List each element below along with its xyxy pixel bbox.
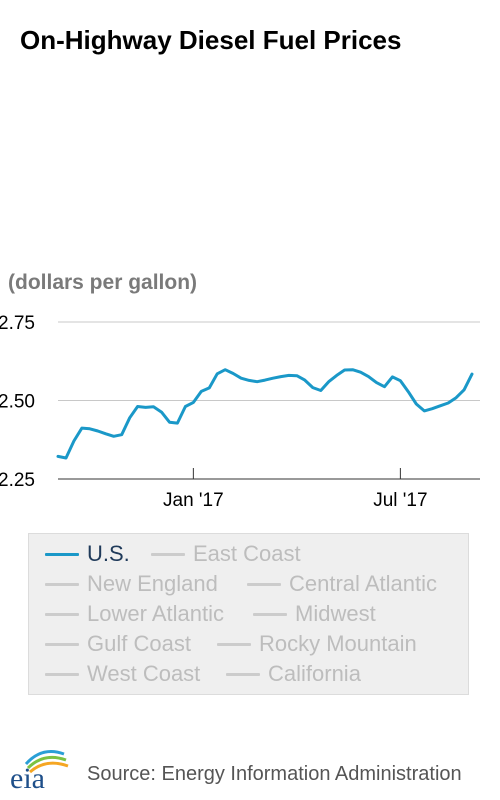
legend-swatch	[151, 552, 185, 556]
legend-item-california[interactable]: California	[226, 659, 361, 689]
legend-item-u-s[interactable]: U.S.	[45, 539, 130, 569]
tick-labels: 2.25 2.50 2.75 Jan '17 Jul '17	[0, 313, 428, 511]
legend-swatch	[253, 612, 287, 616]
legend-label: U.S.	[87, 541, 130, 566]
svg-text:eia: eia	[10, 762, 45, 794]
legend-item-east-coast[interactable]: East Coast	[151, 539, 301, 569]
legend-item-rocky-mountain[interactable]: Rocky Mountain	[217, 629, 417, 659]
legend-label: New England	[87, 571, 218, 596]
legend: U.S. East Coast New England Central Atlanti…	[28, 533, 469, 695]
legend-item-gulf-coast[interactable]: Gulf Coast	[45, 629, 191, 659]
legend-label: Midwest	[295, 601, 376, 626]
legend-swatch	[45, 552, 79, 556]
y-axis-label: (dollars per gallon)	[8, 271, 197, 294]
x-tick-label: Jul '17	[373, 490, 427, 511]
legend-swatch	[226, 672, 260, 676]
series-lines	[56, 368, 474, 460]
line-chart: (dollars per gallon) 2.25 2.50 2.75 Jan '17…	[0, 271, 480, 511]
y-tick-label: 2.50	[0, 392, 35, 413]
legend-row: U.S. East Coast	[29, 539, 468, 569]
footer: eia Source: Energy Information Administr…	[0, 740, 500, 800]
y-tick-label: 2.25	[0, 470, 35, 491]
legend-item-central-atlantic[interactable]: Central Atlantic	[247, 569, 437, 599]
y-tick-label: 2.75	[0, 313, 35, 334]
legend-label: California	[268, 661, 361, 686]
legend-item-midwest[interactable]: Midwest	[253, 599, 376, 629]
legend-label: Lower Atlantic	[87, 601, 224, 626]
legend-row: Gulf Coast Rocky Mountain	[29, 629, 468, 659]
legend-swatch	[45, 582, 79, 586]
legend-row: Lower Atlantic Midwest	[29, 599, 468, 629]
series-line-us[interactable]	[56, 368, 474, 460]
legend-label: Gulf Coast	[87, 631, 191, 656]
gridlines	[58, 321, 480, 401]
legend-swatch	[247, 582, 281, 586]
legend-swatch	[45, 642, 79, 646]
legend-swatch	[45, 672, 79, 676]
x-tick-label: Jan '17	[163, 490, 224, 511]
legend-swatch	[217, 642, 251, 646]
source-note: Source: Energy Information Administratio…	[87, 763, 462, 785]
legend-swatch	[45, 612, 79, 616]
legend-item-new-england[interactable]: New England	[45, 569, 218, 599]
legend-label: Central Atlantic	[289, 571, 437, 596]
legend-item-lower-atlantic[interactable]: Lower Atlantic	[45, 599, 224, 629]
legend-label: West Coast	[87, 661, 201, 686]
legend-row: West Coast California	[29, 659, 468, 689]
legend-row: New England Central Atlantic	[29, 569, 468, 599]
legend-label: East Coast	[193, 541, 301, 566]
legend-item-west-coast[interactable]: West Coast	[45, 659, 200, 689]
chart-title: On-Highway Diesel Fuel Prices	[20, 25, 402, 55]
legend-label: Rocky Mountain	[259, 631, 417, 656]
eia-logo: eia	[10, 750, 69, 794]
